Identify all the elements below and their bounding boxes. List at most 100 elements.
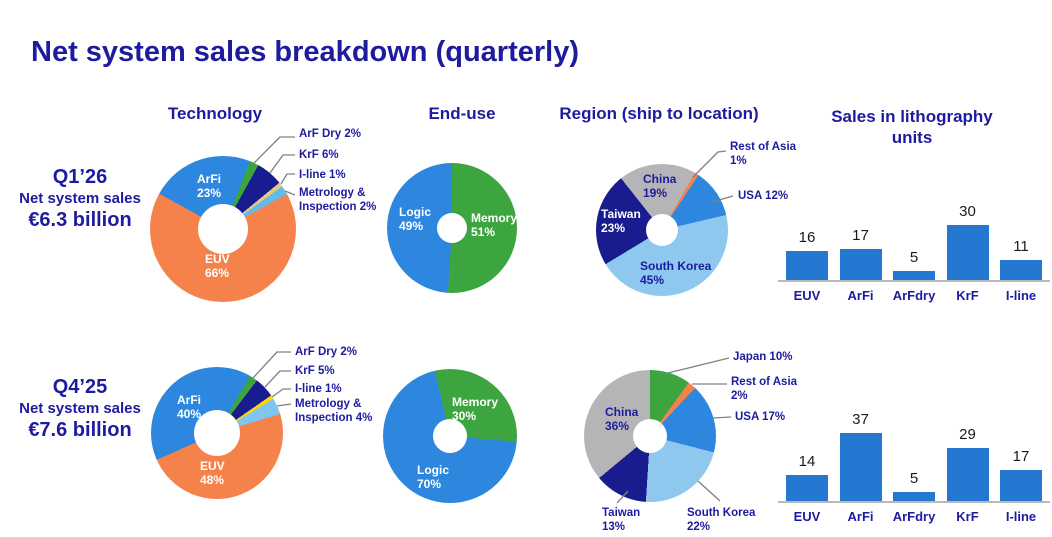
q1-label-block: Q1’26 Net system sales €6.3 billion	[0, 165, 160, 232]
bar	[893, 492, 935, 501]
q4-tech-metrology-callout: Metrology & Inspection 4%	[295, 398, 373, 424]
q4-region-southkorea-callout: South Korea 22%	[687, 507, 756, 533]
q1-amount: €6.3 billion	[28, 209, 132, 231]
bar-value-label: 11	[1013, 238, 1029, 255]
donut-hole	[198, 204, 248, 254]
donut-hole	[437, 213, 467, 243]
bar-value-label: 17	[1012, 448, 1030, 465]
bar	[786, 475, 828, 501]
bar-column: 30 KrF	[946, 203, 989, 303]
leader-line-q4-iline	[271, 388, 291, 398]
q1-enduse-memory-label: Memory 51%	[471, 211, 518, 239]
q4-region-china-label: China 36%	[605, 405, 639, 433]
bar-category-label: KrF	[956, 509, 979, 524]
q4-technology-donut	[151, 367, 283, 499]
bar-category-label: I-line	[1005, 509, 1037, 524]
donut-hole	[433, 419, 467, 453]
bar-column: 5 ArFdry	[893, 470, 936, 524]
q4-tech-euv-label: EUV 48%	[200, 459, 225, 487]
bar	[839, 249, 882, 280]
bar-column: 17 I-line	[1000, 448, 1042, 524]
q4-tech-iline-callout: I-line 1%	[295, 383, 342, 395]
bar	[946, 225, 989, 280]
q1-tech-metrology-callout: Metrology & Inspection 2%	[299, 187, 377, 213]
bar-category-label: KrF	[956, 288, 979, 303]
q1-region-restofasia-callout: Rest of Asia 1%	[730, 141, 797, 167]
bar-value-label: 17	[852, 227, 869, 244]
q1-technology-donut	[150, 156, 296, 302]
donut-hole	[633, 419, 667, 453]
q1-region-usa-callout: USA 12%	[738, 190, 789, 202]
q4-region-japan-callout: Japan 10%	[733, 351, 793, 363]
q1-region-taiwan-label: Taiwan 23%	[601, 207, 641, 235]
column-header-units: Sales in lithography units	[831, 107, 993, 147]
donut-hole	[646, 214, 678, 246]
bar-column: 11 I-line	[1000, 238, 1042, 303]
bar	[946, 448, 989, 501]
bar-category-label: I-line	[1005, 288, 1037, 303]
q1-tech-krf-callout: KrF 6%	[299, 149, 339, 161]
column-header-end-use: End-use	[428, 104, 496, 123]
q1-quarter-name: Q1’26	[52, 166, 108, 188]
bar-category-label: ArFdry	[892, 288, 936, 303]
donut-hole	[194, 410, 240, 456]
leader-line-q4-japan	[667, 357, 730, 374]
leader-line-q4-usa	[712, 416, 732, 419]
leader-line-q4-arfdry	[252, 351, 291, 379]
bar-value-label: 14	[798, 453, 816, 470]
leader-line-q4-southkorea	[697, 480, 721, 502]
q4-quarter-name: Q4’25	[52, 376, 108, 398]
leader-line-q4-metrology	[276, 403, 292, 407]
q4-tech-arfi-label: ArFi 40%	[177, 393, 202, 421]
q1-region-southkorea-label: South Korea 45%	[640, 259, 712, 287]
q1-subtitle: Net system sales	[19, 190, 141, 207]
bar	[1000, 260, 1042, 280]
bar-category-label: EUV	[793, 288, 821, 303]
q1-tech-euv-label: EUV 66%	[205, 252, 230, 280]
q4-region-restofasia-callout: Rest of Asia 2%	[731, 376, 798, 402]
bar	[1000, 470, 1042, 501]
q4-enduse-memory-label: Memory 30%	[452, 395, 499, 423]
q4-region-donut	[584, 370, 716, 502]
q1-region-donut	[596, 164, 728, 296]
bar-category-label: EUV	[793, 509, 821, 524]
q4-amount: €7.6 billion	[28, 419, 132, 441]
leader-line-q1-krf	[269, 154, 295, 174]
leader-line-q4-krf	[264, 370, 291, 388]
q4-subtitle: Net system sales	[19, 400, 141, 417]
bar	[786, 251, 828, 280]
q4-region-taiwan-callout: Taiwan 13%	[602, 507, 641, 533]
bar-value-label: 16	[798, 229, 816, 246]
bar-column: 14 EUV	[786, 453, 828, 524]
bar-column: 29 KrF	[946, 426, 989, 524]
bar-column: 16 EUV	[786, 229, 828, 303]
q4-label-block: Q4’25 Net system sales €7.6 billion	[0, 375, 160, 442]
column-header-technology: Technology	[167, 104, 263, 123]
page-title: Net system sales breakdown (quarterly)	[31, 36, 579, 68]
leader-line-q1-arfdry	[253, 136, 295, 164]
bar-category-label: ArFi	[847, 509, 874, 524]
bar-column: 37 ArFi	[839, 411, 882, 524]
q1-tech-iline-callout: I-line 1%	[299, 169, 346, 181]
bar-value-label: 5	[909, 249, 919, 266]
q4-tech-krf-callout: KrF 5%	[295, 365, 335, 377]
q1-enduse-logic-label: Logic 49%	[399, 205, 431, 233]
bar	[893, 271, 935, 280]
bar-value-label: 29	[959, 426, 976, 443]
bar-value-label: 37	[852, 411, 869, 428]
q1-region-china-label: China 19%	[643, 172, 677, 200]
bar-value-label: 30	[959, 203, 976, 220]
bar-column: 5 ArFdry	[893, 249, 936, 303]
q4-region-usa-callout: USA 17%	[735, 411, 786, 423]
q4-units-bar-chart: 14 EUV 37 ArFi 5 ArFdry 29 KrF 17 I-line	[778, 411, 1050, 524]
leader-line-q1-iline	[280, 173, 295, 185]
bar-category-label: ArFdry	[892, 509, 936, 524]
q4-tech-arfdry-callout: ArF Dry 2%	[295, 346, 357, 358]
q1-tech-arfi-label: ArFi 23%	[197, 172, 222, 200]
bar-column: 17 ArFi	[839, 227, 882, 303]
bar-category-label: ArFi	[847, 288, 874, 303]
q1-end-use-donut	[387, 163, 517, 293]
q4-enduse-logic-label: Logic 70%	[417, 463, 449, 491]
leader-line-q1-restofasia	[692, 150, 727, 178]
